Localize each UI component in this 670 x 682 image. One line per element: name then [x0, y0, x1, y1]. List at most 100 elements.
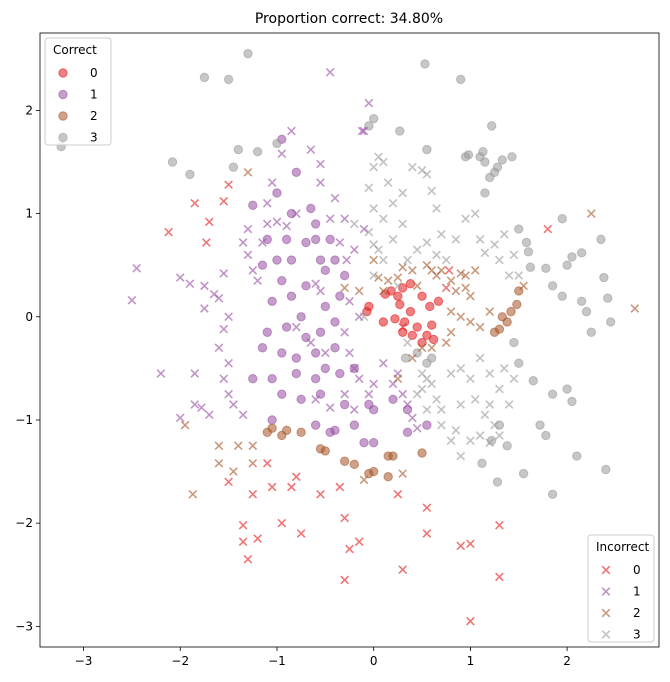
incorrect-point — [378, 157, 388, 167]
correct-point — [330, 343, 340, 353]
incorrect-point — [180, 420, 190, 430]
incorrect-point — [267, 482, 277, 492]
correct-point — [422, 420, 432, 430]
incorrect-point — [446, 307, 456, 316]
incorrect-point — [422, 170, 432, 179]
correct-point — [412, 322, 422, 332]
correct-point — [405, 279, 416, 289]
incorrect-point — [369, 379, 379, 389]
incorrect-point — [408, 353, 417, 363]
incorrect-point — [201, 238, 211, 247]
correct-point — [281, 234, 292, 245]
correct-point — [572, 451, 582, 461]
incorrect-point — [306, 338, 316, 347]
correct-point — [296, 312, 306, 322]
legend-title: Incorrect — [596, 540, 649, 554]
incorrect-point — [470, 209, 480, 218]
incorrect-point — [480, 410, 490, 420]
incorrect-point — [224, 312, 233, 322]
incorrect-point — [359, 224, 369, 234]
points-layer — [56, 48, 640, 626]
correct-point — [395, 126, 405, 136]
incorrect-point — [238, 238, 248, 247]
x-tick-label: 0 — [370, 654, 378, 668]
correct-point — [301, 281, 311, 291]
incorrect-point — [485, 400, 495, 409]
incorrect-point — [253, 534, 262, 544]
incorrect-point — [427, 343, 437, 353]
correct-point — [378, 317, 389, 327]
incorrect-point — [311, 279, 321, 289]
correct-point — [291, 353, 302, 363]
correct-point — [330, 255, 340, 265]
incorrect-point — [437, 405, 446, 415]
incorrect-point — [441, 283, 451, 293]
correct-point — [586, 327, 596, 337]
incorrect-point — [248, 458, 258, 468]
legends-layer: Correct 0 1 2 3 Incorrect 0 1 2 3 — [44, 37, 655, 643]
correct-point — [330, 317, 340, 327]
incorrect-point — [393, 489, 403, 499]
incorrect-point — [267, 178, 277, 187]
incorrect-point — [412, 423, 422, 433]
incorrect-point — [156, 369, 166, 378]
incorrect-point — [441, 255, 451, 265]
incorrect-point — [335, 238, 345, 247]
correct-point — [547, 489, 558, 499]
incorrect-point — [357, 126, 367, 136]
incorrect-point — [475, 353, 485, 363]
correct-point — [422, 330, 432, 341]
legend-incorrect: Incorrect 0 1 2 3 — [587, 534, 655, 643]
incorrect-point — [398, 565, 408, 574]
correct-point — [576, 248, 587, 258]
correct-point — [339, 399, 350, 410]
incorrect-point — [499, 364, 509, 373]
incorrect-point — [412, 245, 422, 255]
correct-point — [405, 306, 416, 317]
incorrect-point — [519, 281, 528, 291]
correct-point — [359, 437, 369, 448]
correct-point — [339, 456, 350, 466]
incorrect-point — [190, 400, 200, 409]
correct-point — [310, 348, 321, 358]
incorrect-point — [359, 312, 369, 322]
incorrect-point — [364, 98, 374, 108]
incorrect-point — [378, 214, 388, 224]
incorrect-point — [383, 178, 393, 187]
legend-label: 3 — [90, 131, 98, 145]
incorrect-point — [335, 482, 345, 492]
incorrect-point — [437, 420, 446, 430]
correct-point — [291, 167, 302, 178]
incorrect-point — [504, 400, 514, 409]
incorrect-point — [475, 322, 485, 332]
axes-layer: −3 −2 −1 0 1 2 −3 −2 −1 0 1 2 — [15, 103, 571, 668]
correct-point — [325, 234, 335, 245]
correct-point — [296, 427, 306, 438]
plot-area — [40, 33, 659, 647]
incorrect-point — [219, 196, 229, 206]
correct-point — [494, 324, 505, 334]
correct-point — [364, 301, 374, 312]
incorrect-point — [466, 317, 475, 327]
correct-point — [497, 312, 508, 322]
incorrect-point — [340, 513, 350, 523]
incorrect-point — [200, 281, 209, 291]
correct-point — [477, 458, 487, 469]
incorrect-point — [316, 159, 325, 169]
legend-correct: Correct 0 1 2 3 — [44, 37, 112, 146]
incorrect-point — [359, 475, 369, 485]
correct-point — [397, 283, 408, 293]
incorrect-point — [219, 269, 229, 278]
incorrect-point — [403, 255, 412, 265]
correct-point — [395, 299, 405, 310]
legend-label: 3 — [633, 628, 641, 642]
correct-point — [272, 255, 282, 265]
incorrect-point — [224, 358, 233, 368]
incorrect-point — [446, 369, 456, 378]
incorrect-point — [262, 458, 272, 468]
incorrect-point — [509, 250, 519, 260]
incorrect-point — [354, 286, 364, 296]
incorrect-point — [388, 235, 398, 244]
series-class-3-correct — [56, 48, 616, 499]
incorrect-point — [398, 389, 408, 399]
